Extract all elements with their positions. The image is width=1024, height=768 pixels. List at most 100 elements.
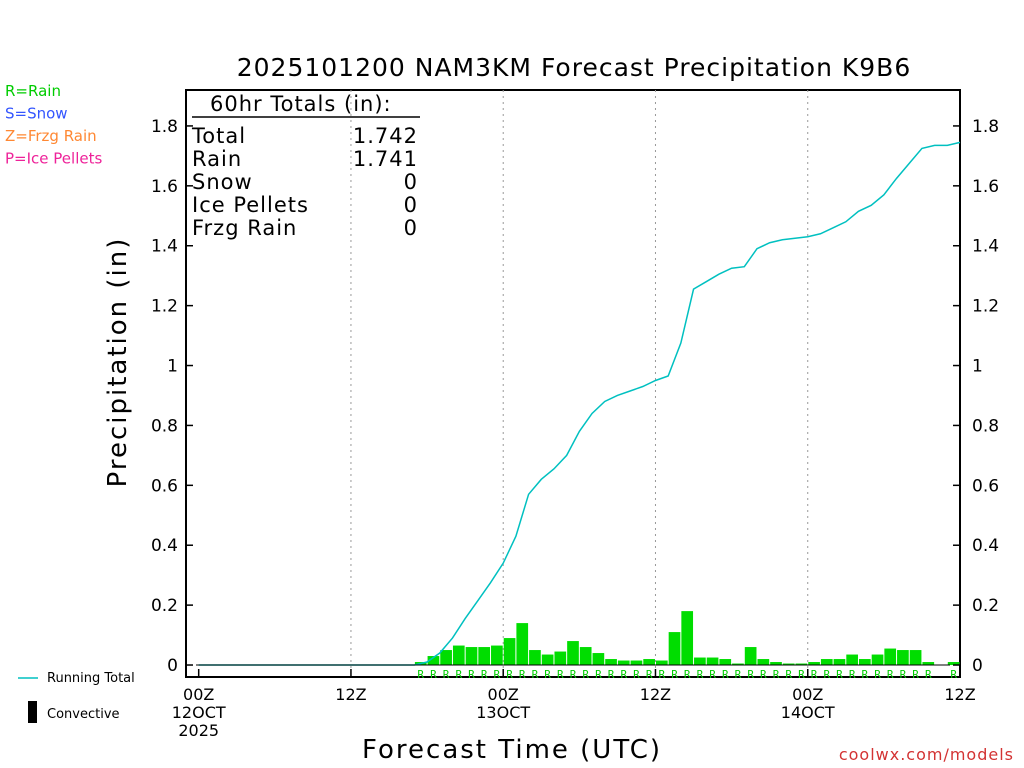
y-tick-label-left: 1.4 <box>151 237 178 257</box>
x-tick-label: 14OCT <box>781 703 835 722</box>
precip-bar <box>833 659 846 666</box>
precip-type-marker: R <box>570 668 577 681</box>
precip-bar <box>503 638 516 666</box>
precip-type-marker: R <box>773 668 780 681</box>
precip-type-marker: R <box>697 668 704 681</box>
precip-bar <box>529 650 541 666</box>
precip-bar <box>478 647 491 666</box>
precip-type-marker: R <box>785 668 792 681</box>
precip-bar <box>617 660 630 666</box>
totals-box: 60hr Totals (in): Total 1.742 Rain 1.741 Sno… <box>191 92 420 240</box>
y-tick-label-right: 0.2 <box>972 596 999 616</box>
x-tick-label: 2025 <box>178 721 219 740</box>
precip-type-marker: R <box>468 668 475 681</box>
y-tick-label-right: 1.6 <box>972 177 999 197</box>
y-tick-label-right: 1.4 <box>972 237 999 257</box>
precip-type-marker: R <box>823 668 830 681</box>
precip-type-marker: R <box>684 668 691 681</box>
precip-bar <box>643 659 655 666</box>
precip-bar <box>947 662 960 666</box>
y-tick-label-right: 1.2 <box>972 297 999 317</box>
totals-value: 0 <box>404 216 418 240</box>
precip-type-marker: R <box>760 668 767 681</box>
x-axis-label: Forecast Time (UTC) <box>362 735 662 765</box>
precip-type-marker: R <box>874 668 881 681</box>
precip-type-marker: R <box>532 668 539 681</box>
precip-type-marker: R <box>925 668 932 681</box>
precip-bar <box>605 659 617 666</box>
precip-bar <box>452 645 465 666</box>
precip-type-marker: R <box>836 668 843 681</box>
precip-bar <box>465 647 478 666</box>
totals-label: Frzg Rain <box>192 216 297 240</box>
precip-type-marker: R <box>950 668 957 681</box>
y-tick-label-right: 0.6 <box>972 476 999 496</box>
series-legend: Running Total Convective <box>18 671 135 723</box>
precip-type-marker: R <box>608 668 615 681</box>
totals-value: 0 <box>404 193 418 217</box>
totals-heading: 60hr Totals (in): <box>210 92 392 116</box>
precip-type-marker: R <box>620 668 627 681</box>
precip-bar <box>858 659 871 666</box>
chart-title: 2025101200 NAM3KM Forecast Precipitation… <box>237 53 912 82</box>
plot-frame <box>185 89 961 678</box>
precip-type-marker: R <box>430 668 437 681</box>
precip-bar <box>884 648 897 666</box>
running-total-legend-label: Running Total <box>47 671 135 686</box>
precip-bar <box>744 647 757 666</box>
x-tick-label: 00Z <box>792 685 823 704</box>
precip-bar <box>655 660 668 666</box>
precip-bar <box>871 654 884 666</box>
totals-value: 1.742 <box>353 124 418 148</box>
y-tick-label-left: 1 <box>167 357 178 377</box>
precip-bar <box>554 651 567 666</box>
y-tick-label-left: 1.6 <box>151 177 178 197</box>
totals-label: Rain <box>192 147 242 171</box>
precip-bar <box>491 645 503 666</box>
y-tick-label-left: 1.8 <box>151 117 178 137</box>
convective-legend-label: Convective <box>47 707 120 722</box>
x-tick-label: 12Z <box>335 685 366 704</box>
totals-value: 0 <box>404 170 418 194</box>
y-axis-label: Precipitation (in) <box>103 237 133 488</box>
totals-value: 1.741 <box>353 147 418 171</box>
precip-bar <box>897 650 909 666</box>
precip-bar <box>782 663 795 666</box>
precip-bar <box>706 657 719 666</box>
x-tick-label: 00Z <box>183 685 214 704</box>
totals-label: Ice Pellets <box>192 193 309 217</box>
x-tick-label: 12Z <box>640 685 671 704</box>
precip-type-marker: R <box>709 668 716 681</box>
y-tick-label-right: 0 <box>972 656 983 676</box>
precip-bar <box>808 662 820 666</box>
x-tick-label: 00Z <box>488 685 519 704</box>
precip-type-marker: R <box>544 668 551 681</box>
x-tick-label: 13OCT <box>476 703 530 722</box>
precip-bar <box>846 654 858 666</box>
y-tick-label-left: 1.2 <box>151 297 178 317</box>
running-total-line <box>198 141 961 666</box>
precip-type-marker: R <box>646 668 653 681</box>
bar-series <box>414 611 960 666</box>
precip-bar <box>541 654 554 666</box>
precip-bar <box>719 659 732 666</box>
totals-label: Total <box>191 124 246 148</box>
precip-type-marker: R <box>633 668 640 681</box>
y-tick-label-right: 0.4 <box>972 536 999 556</box>
precip-bar <box>516 623 529 666</box>
precip-bar <box>732 663 744 666</box>
precip-type-marker: R <box>582 668 589 681</box>
precip-type-marker: R <box>506 668 513 681</box>
y-tick-label-right: 1.8 <box>972 117 999 137</box>
precip-type-marker: R <box>494 668 501 681</box>
precip-type-marker: R <box>887 668 894 681</box>
precip-bar <box>909 650 922 666</box>
precip-type-marker: R <box>481 668 488 681</box>
precip-type-legend-item: Z=Frzg Rain <box>5 127 97 145</box>
gridlines <box>350 90 809 677</box>
precip-type-marker: R <box>735 668 742 681</box>
convective-legend-icon <box>28 701 37 723</box>
